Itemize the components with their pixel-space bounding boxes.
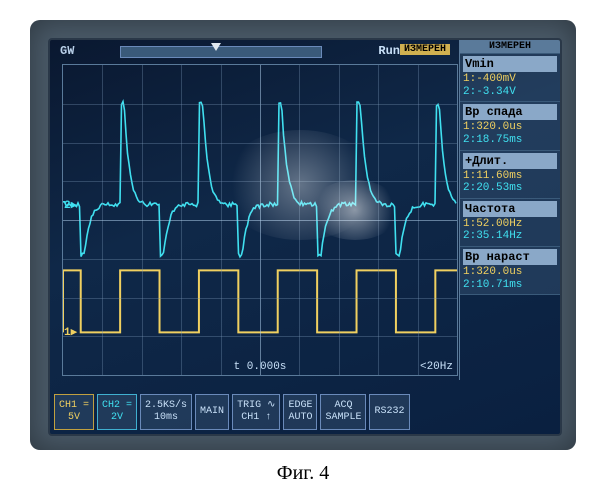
- measure-label: Вр спада: [463, 104, 557, 120]
- channel-marker: 1▶: [63, 325, 78, 339]
- measure-label: Частота: [463, 201, 557, 217]
- measure-value-ch1: 1:320.0us: [463, 266, 557, 279]
- measure-label: Вр нараст: [463, 249, 557, 265]
- oscilloscope-screen: GW Run ИЗМЕРЕН ИЗМЕРЕН Vmin1:-400mV2:-3.…: [48, 38, 562, 436]
- measurement-panel: ИЗМЕРЕН Vmin1:-400mV2:-3.34VВр спада1:32…: [459, 40, 560, 380]
- measure-box: Вр спада1:320.0us2:18.75ms: [460, 102, 560, 150]
- status-cell: RS232: [369, 394, 409, 430]
- bandwidth-readout: <20Hz: [420, 361, 453, 373]
- measure-box: Вр нараст1:320.0us2:10.71ms: [460, 247, 560, 295]
- measure-box: Частота1:52.00Hz2:35.14Hz: [460, 199, 560, 247]
- measure-tag: ИЗМЕРЕН: [400, 44, 450, 55]
- measure-value-ch1: 1:-400mV: [463, 73, 557, 86]
- figure-caption: Фиг. 4: [0, 462, 606, 485]
- waveform-grid: t 0.000s <20Hz 1▶2▶: [62, 64, 458, 376]
- measure-value-ch2: 2:35.14Hz: [463, 230, 557, 243]
- measure-label: Vmin: [463, 56, 557, 72]
- bezel: GW Run ИЗМЕРЕН ИЗМЕРЕН Vmin1:-400mV2:-3.…: [30, 20, 576, 450]
- measure-title: ИЗМЕРЕН: [460, 40, 560, 54]
- measure-label: +Длит.: [463, 153, 557, 169]
- status-cell: EDGEAUTO: [283, 394, 317, 430]
- status-cell: CH1 =5V: [54, 394, 94, 430]
- measure-value-ch1: 1:320.0us: [463, 121, 557, 134]
- top-status-bar: GW Run ИЗМЕРЕН: [60, 44, 450, 62]
- status-cell: 2.5KS/s10ms: [140, 394, 192, 430]
- status-cell: CH2 =2V: [97, 394, 137, 430]
- measure-value-ch1: 1:11.60ms: [463, 170, 557, 183]
- memory-bar: [120, 46, 322, 58]
- run-status: Run: [378, 44, 400, 58]
- status-cell: ACQSAMPLE: [320, 394, 366, 430]
- measure-box: Vmin1:-400mV2:-3.34V: [460, 54, 560, 102]
- measure-value-ch2: 2:-3.34V: [463, 86, 557, 99]
- bottom-status-row: CH1 =5VCH2 =2V2.5KS/s10msMAINTRIG ∿CH1 ↑…: [54, 394, 556, 430]
- measure-box: +Длит.1:11.60ms2:20.53ms: [460, 151, 560, 199]
- measure-value-ch2: 2:10.71ms: [463, 279, 557, 292]
- status-cell: MAIN: [195, 394, 229, 430]
- measure-value-ch2: 2:20.53ms: [463, 182, 557, 195]
- brand-label: GW: [60, 44, 74, 58]
- channel-marker: 2▶: [63, 198, 78, 212]
- trigger-position-marker: [211, 43, 221, 51]
- measure-value-ch2: 2:18.75ms: [463, 134, 557, 147]
- measure-value-ch1: 1:52.00Hz: [463, 218, 557, 231]
- status-cell: TRIG ∿CH1 ↑: [232, 394, 280, 430]
